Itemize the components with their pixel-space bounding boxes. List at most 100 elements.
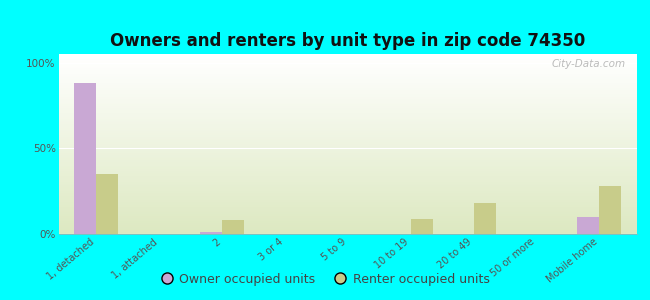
Bar (58, 67, 637, 68)
Bar (58, 227, 637, 229)
Bar (58, 95, 637, 97)
Text: City-Data.com: City-Data.com (551, 59, 625, 69)
Bar (58, 184, 637, 185)
Bar (58, 137, 637, 139)
Bar (58, 193, 637, 194)
Bar (58, 153, 637, 155)
Bar (58, 88, 637, 90)
Bar (58, 191, 637, 193)
Bar (411, 219, 433, 234)
Bar (58, 70, 637, 72)
Bar (58, 90, 637, 92)
Bar (74, 83, 96, 234)
Bar (58, 92, 637, 94)
Bar (58, 112, 637, 113)
Bar (58, 131, 637, 133)
Bar (58, 106, 637, 108)
Bar (58, 110, 637, 112)
Bar (58, 167, 637, 169)
Bar (58, 164, 637, 166)
Bar (58, 61, 637, 63)
Bar (200, 232, 222, 234)
Bar (58, 115, 637, 117)
Bar (58, 182, 637, 184)
Bar (58, 180, 637, 182)
Bar (58, 56, 637, 58)
Bar (58, 144, 637, 146)
Bar (58, 185, 637, 187)
Bar (58, 79, 637, 81)
Bar (58, 140, 637, 142)
Title: Owners and renters by unit type in zip code 74350: Owners and renters by unit type in zip c… (110, 32, 586, 50)
Bar (58, 65, 637, 67)
Bar (58, 117, 637, 119)
Bar (58, 130, 637, 131)
Bar (58, 196, 637, 198)
Bar (58, 72, 637, 74)
Bar (58, 135, 637, 137)
Bar (58, 189, 637, 191)
Bar (58, 77, 637, 79)
Bar (58, 126, 637, 128)
Bar (58, 81, 637, 83)
Bar (58, 225, 637, 227)
Bar (58, 211, 637, 212)
Bar (58, 76, 637, 77)
Bar (58, 207, 637, 209)
Bar (58, 122, 637, 124)
Bar (58, 103, 637, 104)
Bar (58, 148, 637, 149)
Bar (58, 205, 637, 207)
Bar (58, 151, 637, 153)
Bar (58, 142, 637, 144)
Bar (58, 104, 637, 106)
Bar (58, 124, 637, 126)
Bar (58, 212, 637, 214)
Bar (58, 139, 637, 140)
Bar (58, 169, 637, 171)
Bar (58, 108, 637, 110)
Bar (58, 101, 637, 103)
Bar (58, 214, 637, 216)
Bar (58, 99, 637, 101)
Bar (58, 218, 637, 220)
Bar (58, 119, 637, 121)
Bar (58, 83, 637, 85)
Bar (58, 220, 637, 221)
Bar (58, 59, 637, 61)
Bar (58, 232, 637, 234)
Bar (58, 230, 637, 232)
Bar (58, 216, 637, 218)
Bar (58, 173, 637, 175)
Bar (58, 229, 637, 230)
Bar (599, 186, 621, 234)
Bar (58, 113, 637, 115)
Bar (222, 220, 244, 234)
Bar (58, 194, 637, 196)
Bar (96, 174, 118, 234)
Bar (58, 54, 637, 56)
Bar (58, 171, 637, 173)
Bar (58, 149, 637, 151)
Bar (58, 157, 637, 158)
Bar (58, 74, 637, 76)
Bar (58, 200, 637, 202)
Bar (58, 58, 637, 59)
Bar (58, 86, 637, 88)
Bar (58, 178, 637, 180)
Bar (58, 97, 637, 99)
Bar (58, 158, 637, 160)
Bar (58, 63, 637, 65)
Bar (58, 198, 637, 200)
Bar (58, 94, 637, 95)
Bar (58, 202, 637, 203)
Bar (58, 203, 637, 205)
Bar (58, 155, 637, 157)
Bar (58, 223, 637, 225)
Bar (58, 133, 637, 135)
Bar (58, 166, 637, 167)
Bar (58, 176, 637, 178)
Bar (58, 175, 637, 176)
Bar (58, 68, 637, 70)
Bar (58, 85, 637, 86)
